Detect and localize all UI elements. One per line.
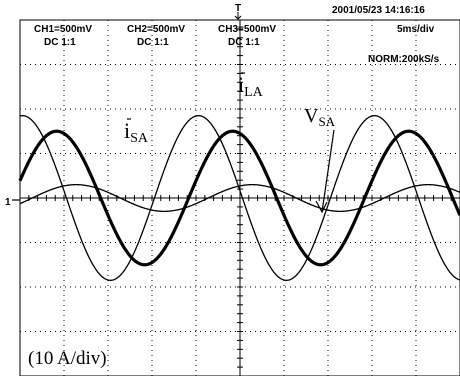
trace-label-isa: iSA — [124, 118, 149, 146]
trigger-arrow-icon — [234, 12, 242, 20]
ch3-scale-text: CH3=500mV — [218, 24, 276, 35]
trace-v-sa — [19, 183, 460, 213]
trace-i-la — [19, 115, 460, 281]
vsa-pointer-arrow — [315, 129, 335, 214]
ch2-scale-text: CH2=500mV — [127, 24, 185, 35]
graticule — [19, 19, 460, 376]
trace-i-sa — [18, 129, 460, 267]
ch2-coupling-text: DC 1:1 — [137, 37, 169, 48]
trigger-marker: T — [235, 3, 241, 14]
ch1-coupling-text: DC 1:1 — [44, 37, 76, 48]
trace-label-ila: iLA — [238, 72, 264, 100]
sample-rate-text: NORM:200kS/s — [368, 54, 440, 65]
ch1-scale-text: CH1=500mV — [34, 24, 92, 35]
timebase-text: 5ms/div — [397, 24, 435, 35]
timestamp-text: 2001/05/23 14:16:16 — [332, 5, 425, 16]
traces — [18, 115, 460, 281]
ch3-coupling-text: DC 1:1 — [228, 37, 260, 48]
trace-label-vsa: VSA — [304, 105, 336, 129]
ground-marker: 1 — [5, 197, 11, 208]
scale-annotation: (10 A/div) — [28, 348, 107, 369]
